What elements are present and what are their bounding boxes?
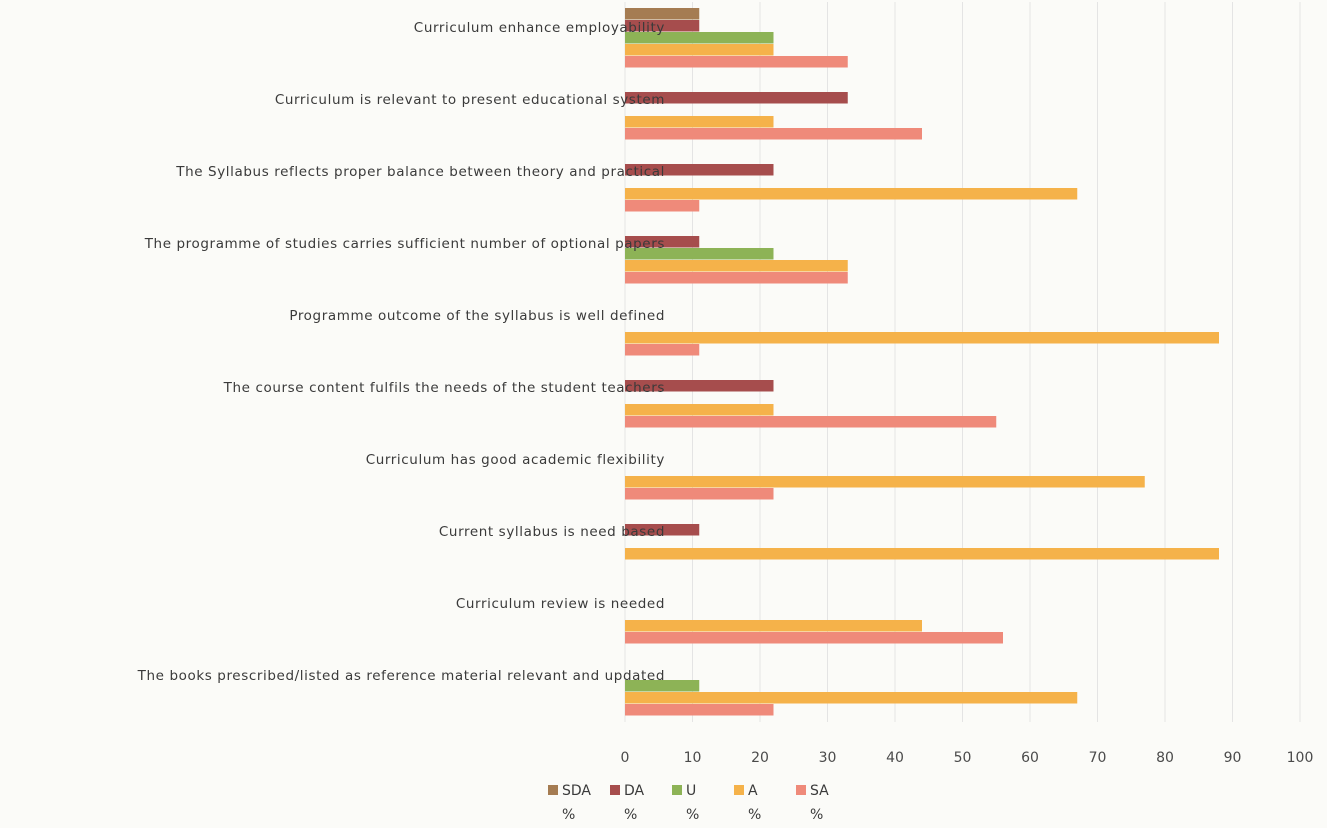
x-tick-label: 70 — [1089, 750, 1107, 766]
bar-a-6 — [625, 476, 1145, 488]
category-label: Current syllabus is need based — [439, 524, 665, 540]
x-tick-label: 60 — [1021, 750, 1039, 766]
x-tick-label: 10 — [684, 750, 702, 766]
bar-a-4 — [625, 332, 1219, 344]
legend-unit: % — [748, 807, 761, 823]
legend-label: SA — [810, 783, 829, 799]
legend-swatch-sa — [796, 785, 806, 795]
legend-label: DA — [624, 783, 645, 799]
legend-unit: % — [624, 807, 637, 823]
bar-a-8 — [625, 620, 922, 632]
legend-unit: % — [562, 807, 575, 823]
legend-unit: % — [810, 807, 823, 823]
bars — [625, 8, 1219, 716]
category-label: The Syllabus reflects proper balance bet… — [175, 164, 665, 180]
legend-label: SDA — [562, 783, 591, 799]
legend-unit: % — [686, 807, 699, 823]
bar-sa-1 — [625, 128, 922, 140]
legend-label: U — [686, 783, 696, 799]
bar-sa-3 — [625, 272, 848, 284]
grid-lines — [625, 2, 1300, 722]
bar-sa-8 — [625, 632, 1003, 644]
legend-swatch-u — [672, 785, 682, 795]
bar-sa-9 — [625, 704, 774, 716]
bar-a-0 — [625, 44, 774, 56]
bar-a-9 — [625, 692, 1077, 704]
category-label: Curriculum enhance employability — [414, 20, 665, 36]
bar-sa-6 — [625, 488, 774, 500]
bar-sa-2 — [625, 200, 699, 212]
legend-swatch-da — [610, 785, 620, 795]
bar-a-7 — [625, 548, 1219, 560]
x-axis-ticks: 0 10 20 30 40 50 60 70 80 90 100 — [621, 750, 1314, 766]
legend-label: A — [748, 783, 758, 799]
bar-sa-5 — [625, 416, 996, 428]
x-tick-label: 20 — [751, 750, 769, 766]
category-label: Curriculum has good academic flexibility — [366, 452, 665, 468]
category-label: Curriculum review is needed — [456, 596, 665, 612]
bar-sa-4 — [625, 344, 699, 356]
category-label: The course content fulfils the needs of … — [223, 380, 665, 396]
x-tick-label: 40 — [886, 750, 904, 766]
bar-sda-0 — [625, 8, 699, 20]
x-tick-label: 90 — [1224, 750, 1242, 766]
bar-a-5 — [625, 404, 774, 416]
bar-a-3 — [625, 260, 848, 272]
category-label: Curriculum is relevant to present educat… — [275, 92, 665, 108]
category-labels: Curriculum enhance employability Curricul… — [137, 20, 665, 684]
bar-sa-0 — [625, 56, 848, 68]
legend: SDA% DA% U% A% SA% — [548, 783, 829, 823]
x-tick-label: 100 — [1287, 750, 1314, 766]
category-label: The programme of studies carries suffici… — [144, 236, 665, 252]
legend-swatch-sda — [548, 785, 558, 795]
x-tick-label: 30 — [819, 750, 837, 766]
x-tick-label: 80 — [1156, 750, 1174, 766]
x-tick-label: 0 — [621, 750, 630, 766]
category-label: The books prescribed/listed as reference… — [137, 668, 665, 684]
legend-swatch-a — [734, 785, 744, 795]
bar-a-1 — [625, 116, 774, 128]
x-tick-label: 50 — [954, 750, 972, 766]
category-label: Programme outcome of the syllabus is wel… — [289, 308, 665, 324]
bar-a-2 — [625, 188, 1077, 200]
